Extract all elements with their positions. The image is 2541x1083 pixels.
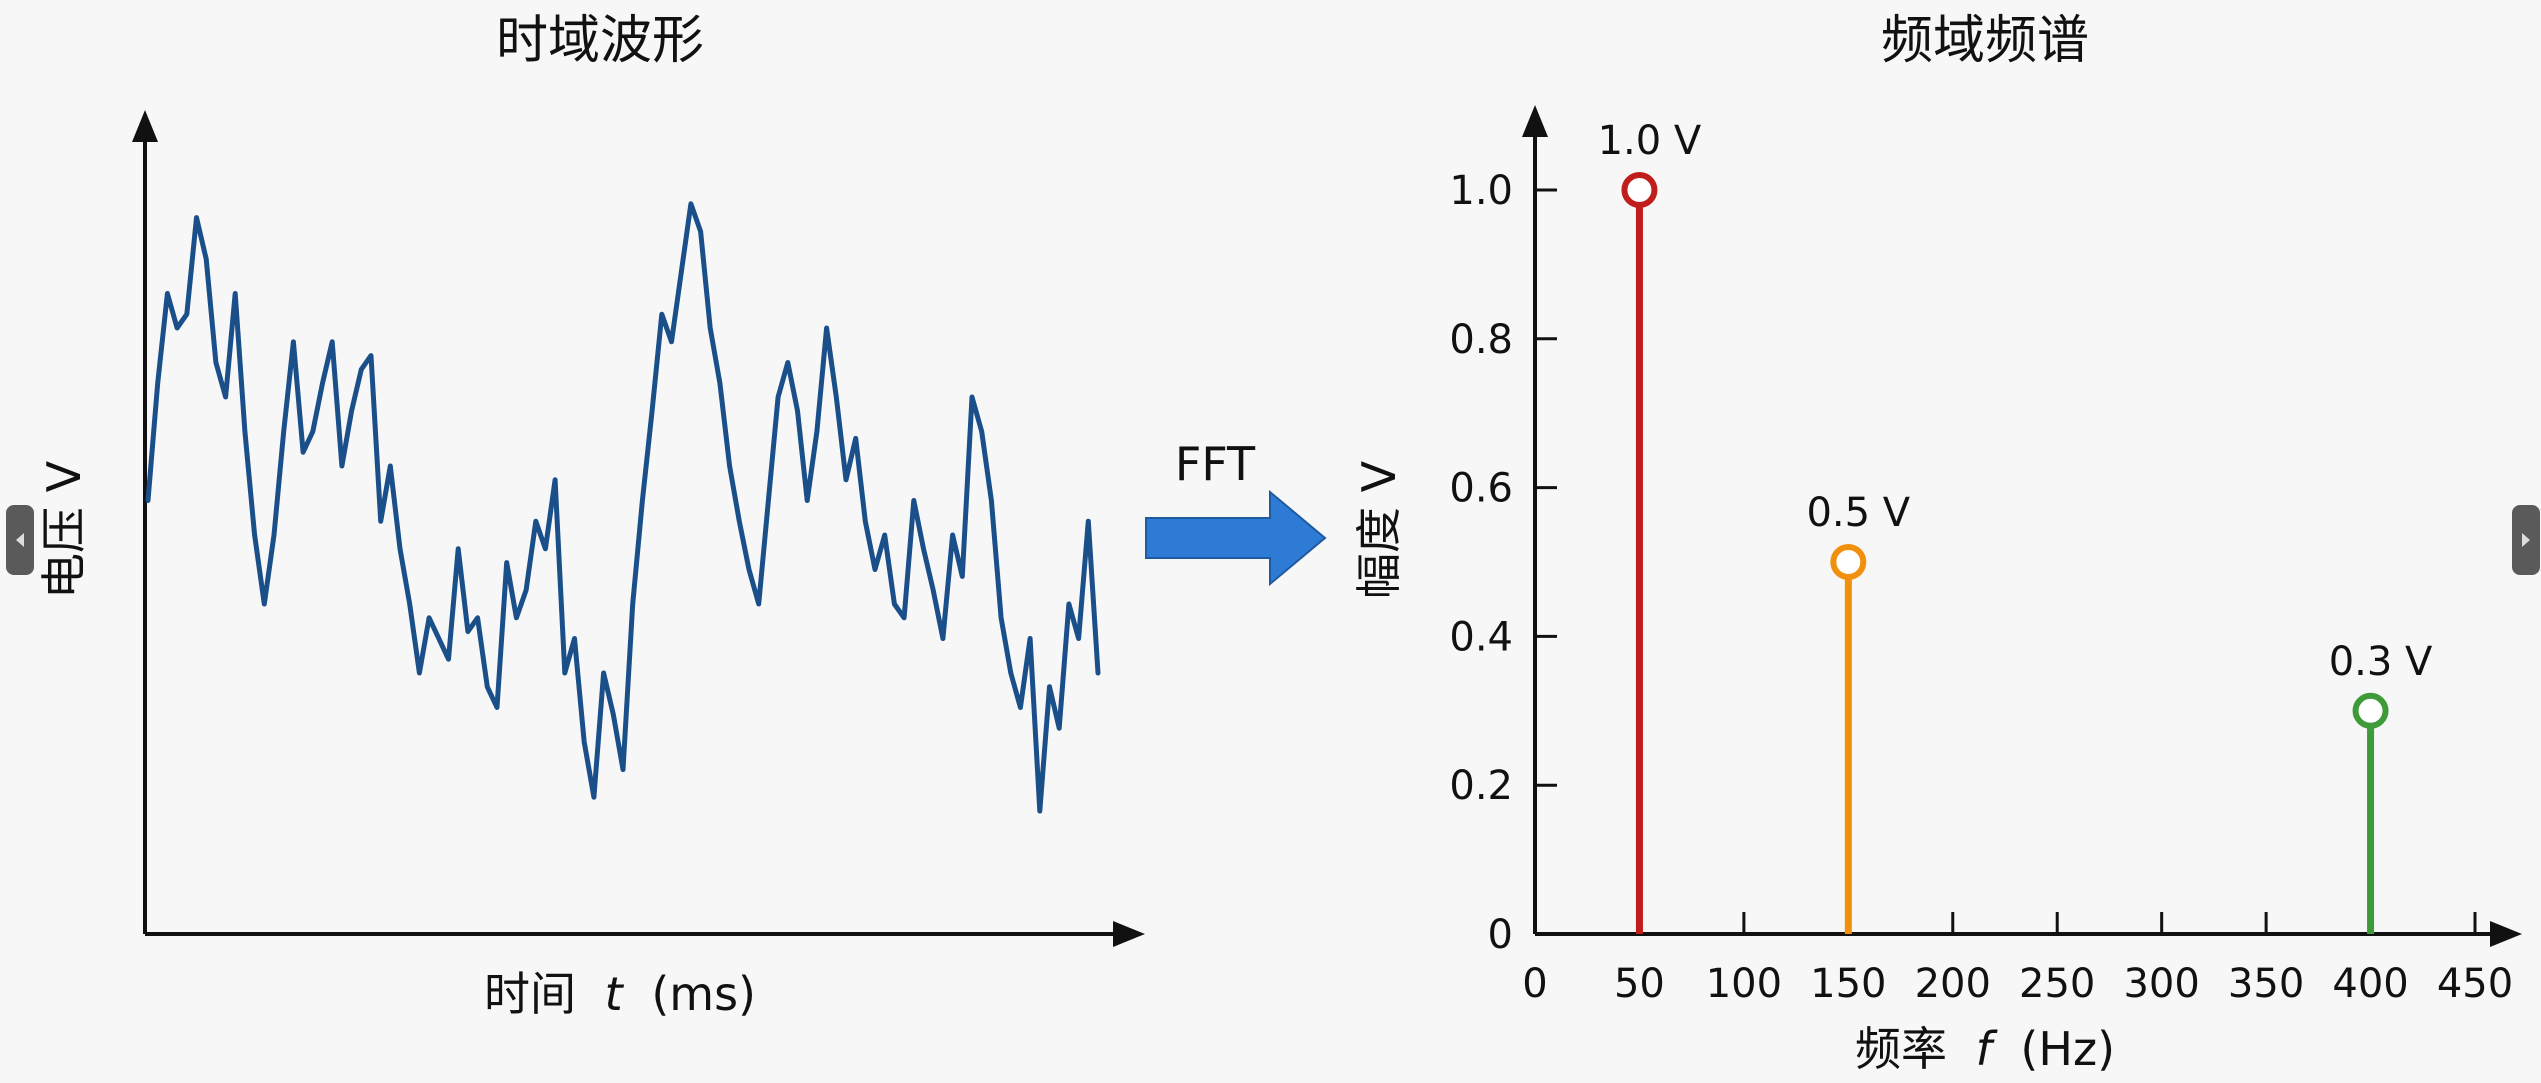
chevron-left-icon [16, 533, 24, 547]
stem-150hz: 0.5 V [1806, 490, 1911, 934]
time-y-axis-arrow [132, 110, 158, 142]
stem-data-label: 0.3 V [2329, 639, 2433, 685]
time-chart-title: 时域波形 [496, 11, 704, 71]
x-tick-label: 200 [1915, 961, 1991, 1007]
time-x-axis-label: 时间 t (ms) [484, 967, 756, 1021]
fft-label: FFT [1175, 437, 1256, 491]
freq-x-label-prefix: 频率 [1855, 1022, 1947, 1076]
freq-y-axis-label: 幅度 V [1352, 460, 1406, 599]
stem-data-label: 1.0 V [1598, 118, 1702, 164]
stem-marker [1621, 172, 1658, 208]
y-tick-label: 0.4 [1449, 614, 1513, 660]
x-tick-label: 400 [2332, 961, 2408, 1007]
time-y-axis-label: 电压 V [37, 460, 91, 599]
x-tick-label: 300 [2123, 961, 2199, 1007]
freq-x-axis-arrow [2490, 921, 2522, 947]
time-x-axis-arrow [1113, 921, 1145, 947]
freq-stems: 1.0 V 0.5 V 0.3 V [1598, 118, 2433, 934]
y-tick-label: 0.2 [1449, 763, 1513, 809]
stem-data-label: 0.5 V [1806, 490, 1910, 536]
time-series-line [145, 201, 1101, 814]
freq-y-axis-arrow [1522, 105, 1548, 137]
stem-400hz: 0.3 V [2329, 639, 2433, 934]
y-tick-label: 0.8 [1449, 317, 1513, 363]
x-tick-label: 100 [1706, 961, 1782, 1007]
stem-50hz: 1.0 V [1598, 118, 1702, 934]
x-tick-label: 0 [1522, 961, 1547, 1007]
y-tick-label: 0.6 [1449, 466, 1513, 512]
time-x-label-prefix: 时间 [484, 967, 576, 1021]
freq-x-label-var: f [1976, 1022, 1998, 1076]
x-tick-label: 450 [2437, 961, 2513, 1007]
x-tick-label: 150 [1810, 961, 1886, 1007]
stem-marker [1830, 544, 1867, 580]
time-x-label-suffix: (ms) [651, 967, 756, 1021]
x-tick-label: 250 [2019, 961, 2095, 1007]
y-tick-label: 1.0 [1449, 168, 1513, 214]
freq-x-label-suffix: (Hz) [2020, 1022, 2115, 1076]
time-x-label-var: t [605, 967, 625, 1021]
nav-next-button[interactable] [2512, 505, 2540, 575]
freq-ticks: 0 50 100 150 200 250 300 350 400 450 0 0.2 0.4 0.6 0.8… [1449, 168, 2513, 1007]
y-tick-label: 0 [1488, 912, 1513, 958]
freq-x-axis-label: 频率 f (Hz) [1855, 1022, 2115, 1076]
nav-prev-button[interactable] [6, 505, 34, 575]
chevron-right-icon [2522, 533, 2530, 547]
stem-marker [2352, 692, 2389, 729]
fft-arrow [1145, 489, 1327, 587]
x-tick-label: 50 [1614, 961, 1665, 1007]
x-tick-label: 350 [2228, 961, 2304, 1007]
freq-chart-title: 频域频谱 [1881, 11, 2089, 71]
